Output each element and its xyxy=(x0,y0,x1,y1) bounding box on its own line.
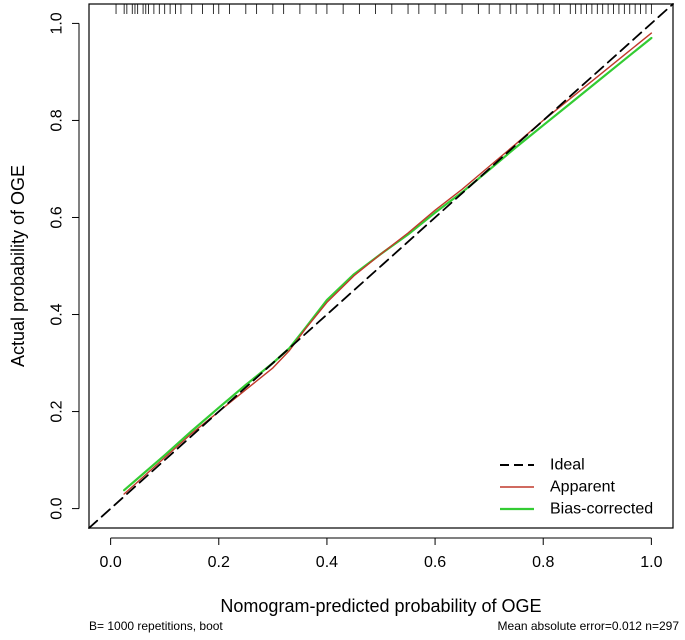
x-tick-label-4: 0.8 xyxy=(532,554,554,571)
x-axis-title: Nomogram-predicted probability of OGE xyxy=(220,596,541,616)
legend-label-apparent: Apparent xyxy=(550,479,615,496)
x-tick-label-1: 0.2 xyxy=(208,554,230,571)
y-axis: 0.0 0.2 0.4 0.6 0.8 1.0 xyxy=(49,12,80,520)
y-tick-label-5: 1.0 xyxy=(49,12,66,34)
rug-marks xyxy=(115,4,652,14)
x-tick-label-2: 0.4 xyxy=(316,554,338,571)
series-line-bias-corrected xyxy=(122,36,653,492)
y-tick-label-0: 0.0 xyxy=(49,497,66,519)
legend-label-bias-corrected: Bias-corrected xyxy=(550,501,653,518)
y-tick-label-3: 0.6 xyxy=(49,206,66,228)
x-tick-label-3: 0.6 xyxy=(424,554,446,571)
plot-frame xyxy=(88,3,674,529)
x-tick-label-0: 0.0 xyxy=(100,554,122,571)
y-tick-label-4: 0.8 xyxy=(49,109,66,131)
series-line-ideal xyxy=(88,3,674,529)
legend-label-ideal: Ideal xyxy=(550,457,585,474)
footnote-repetitions: B= 1000 repetitions, boot xyxy=(89,619,223,633)
x-axis: 0.0 0.2 0.4 0.6 0.8 1.0 xyxy=(100,537,663,571)
series-layer xyxy=(88,3,674,529)
y-axis-title: Actual probability of OGE xyxy=(8,165,28,367)
footnote-mean-absolute-error: Mean absolute error=0.012 n=297 xyxy=(497,619,679,633)
legend: Ideal Apparent Bias-corrected xyxy=(500,457,653,518)
x-tick-label-5: 1.0 xyxy=(640,554,662,571)
y-tick-label-1: 0.2 xyxy=(49,400,66,422)
y-tick-label-2: 0.4 xyxy=(49,303,66,325)
